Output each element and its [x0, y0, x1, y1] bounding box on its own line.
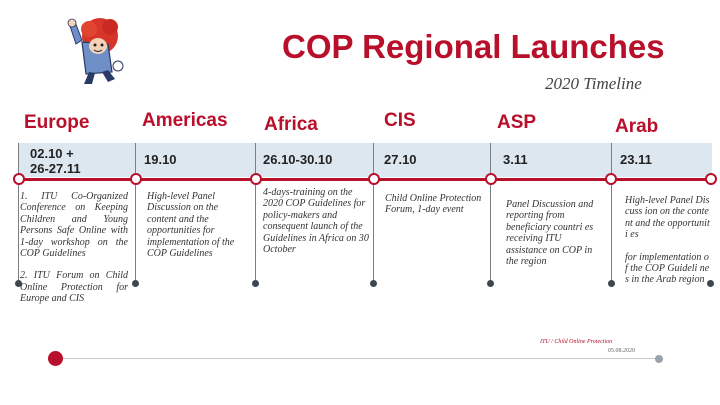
desc-africa: 4-days-training on the 2020 COP Guidelin…	[263, 187, 371, 255]
date-arab: 23.11	[620, 152, 652, 167]
region-asp: ASP	[497, 112, 537, 133]
desc-arab-item-1: High-level Panel Discuss ion on the cont…	[625, 195, 710, 241]
desc-europe: 1. ITU Co-Organized Conference on Keepin…	[20, 191, 128, 305]
region-europe: Europe	[24, 112, 90, 133]
timeline-divider	[611, 143, 612, 283]
desc-europe-item-1: 1. ITU Co-Organized Conference on Keepin…	[20, 191, 128, 260]
timeline-node-end	[705, 173, 717, 185]
timeline-end-dot	[707, 280, 714, 287]
desc-arab-item-2: for implementation of the COP Guideli ne…	[625, 251, 710, 286]
footer-start-dot	[48, 351, 63, 366]
desc-asp: Panel Discussion and reporting from bene…	[506, 199, 602, 267]
desc-americas-item-1: High-level Panel Discussion on the conte…	[147, 191, 235, 260]
timeline-divider	[490, 143, 491, 283]
page-title: COP Regional Launches	[282, 28, 665, 65]
date-cis: 27.10	[384, 152, 417, 167]
region-cis: CIS	[384, 110, 416, 131]
date-africa: 26.10-30.10	[263, 152, 333, 167]
timeline-end-dot	[608, 280, 615, 287]
timeline-divider	[18, 143, 19, 283]
timeline-date-band	[18, 143, 712, 177]
timeline-node-americas	[130, 173, 142, 185]
timeline-node-asp	[485, 173, 497, 185]
timeline-end-dot	[252, 280, 259, 287]
page-subtitle: 2020 Timeline	[545, 74, 642, 93]
timeline-node-cis	[368, 173, 380, 185]
timeline-divider	[373, 143, 374, 283]
date-europe-line2: 26-27.11	[30, 161, 81, 176]
date-americas: 19.10	[144, 152, 177, 167]
timeline-end-dot	[15, 280, 22, 287]
desc-europe-item-2: 2. ITU Forum on Child Online Protection …	[20, 270, 128, 305]
desc-cis-item-1: Child Online Protection Forum, 1-day eve…	[385, 193, 482, 216]
region-americas: Americas	[142, 110, 228, 131]
timeline-node-europe	[13, 173, 25, 185]
timeline-end-dot	[487, 280, 494, 287]
region-africa: Africa	[264, 114, 318, 135]
timeline-node-africa	[250, 173, 262, 185]
footer-end-dot	[655, 355, 663, 363]
region-arab: Arab	[615, 116, 659, 137]
desc-americas: High-level Panel Discussion on the conte…	[147, 191, 247, 259]
desc-africa-item-1: 4-days-training on the 2020 COP Guidelin…	[263, 187, 369, 256]
date-europe: 02.10 + 26-27.11	[30, 146, 81, 176]
mascot-logo-icon	[67, 18, 124, 84]
desc-cis: Child Online Protection Forum, 1-day eve…	[385, 193, 485, 216]
date-europe-line1: 02.10 +	[30, 146, 74, 161]
footer-date: 05.08.2020	[608, 348, 635, 354]
timeline-divider	[255, 143, 256, 283]
timeline-end-dot	[370, 280, 377, 287]
timeline-axis	[22, 178, 712, 181]
desc-arab: High-level Panel Discuss ion on the cont…	[625, 195, 711, 286]
timeline-end-dot	[132, 280, 139, 287]
desc-asp-item-1: Panel Discussion and reporting from bene…	[506, 199, 594, 268]
date-asp: 3.11	[503, 152, 528, 167]
footer-source: ITU / Child Online Protection	[540, 339, 613, 345]
timeline-divider	[135, 143, 136, 283]
timeline-node-arab	[605, 173, 617, 185]
footer-progress-line	[56, 358, 659, 359]
